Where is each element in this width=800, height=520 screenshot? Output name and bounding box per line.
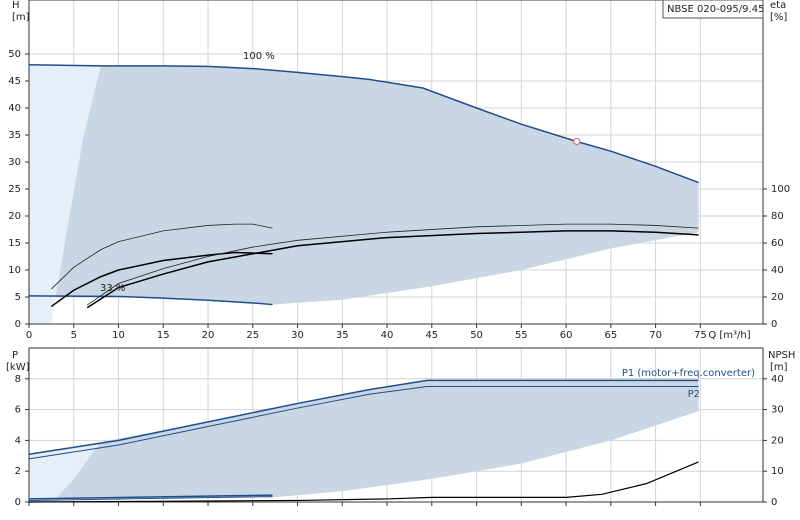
x-tick-label: 75 [694, 330, 707, 341]
y-tick-label: 6 [15, 405, 21, 416]
y2-tick-label: 100 [771, 184, 790, 195]
y-tick-label: 15 [8, 238, 21, 249]
y-axis-label: P [12, 350, 18, 361]
chart-title: NBSE 020-095/9.45 [667, 4, 764, 15]
y2-tick-label: 80 [771, 211, 784, 222]
y-tick-label: 10 [8, 265, 21, 276]
shaded-area [55, 65, 699, 305]
y-tick-label: 45 [8, 76, 21, 87]
curve [28, 494, 273, 500]
shaded-area [55, 380, 699, 499]
curve-label: P2 [688, 389, 700, 400]
y-axis-unit: [m] [12, 12, 30, 23]
y-tick-label: 8 [15, 374, 21, 385]
y2-tick-label: 20 [771, 292, 784, 303]
y-tick-label: 25 [8, 184, 21, 195]
curve [28, 496, 273, 501]
curve [28, 379, 699, 456]
y2-tick-label: 0 [771, 319, 777, 330]
curve [28, 64, 699, 184]
y-axis-unit: [kW] [6, 362, 30, 373]
x-tick-label: 10 [112, 330, 125, 341]
x-tick-label: 50 [470, 330, 483, 341]
y-tick-label: 0 [15, 497, 21, 508]
x-tick-label: 0 [26, 330, 32, 341]
x-tick-label: 25 [246, 330, 259, 341]
curve [28, 386, 699, 460]
y2-tick-label: 0 [771, 497, 777, 508]
curve [51, 223, 273, 290]
x-tick-label: 30 [291, 330, 304, 341]
title-box [662, 0, 764, 19]
x-tick-label: 5 [71, 330, 77, 341]
x-tick-label: 60 [560, 330, 573, 341]
curve [28, 461, 699, 503]
x-tick-label: 65 [604, 330, 617, 341]
shaded-area [29, 64, 101, 325]
y-tick-label: 40 [8, 103, 21, 114]
y-tick-label: 30 [8, 157, 21, 168]
curve [86, 223, 699, 306]
y2-tick-label: 30 [771, 405, 784, 416]
y2-axis-unit: [%] [770, 12, 787, 23]
x-tick-label: 20 [202, 330, 215, 341]
x-tick-label: 40 [381, 330, 394, 341]
y-tick-label: 50 [8, 49, 21, 60]
shaded-area [29, 441, 101, 502]
curve [86, 230, 699, 309]
curve [50, 251, 273, 308]
x-tick-label: 55 [515, 330, 528, 341]
curve-label: P1 (motor+freq.converter) [622, 368, 755, 379]
x-tick-label: 15 [157, 330, 170, 341]
y-tick-label: 5 [15, 292, 21, 303]
y2-tick-label: 20 [771, 435, 784, 446]
y2-axis-label: eta [770, 0, 786, 11]
annotation: 100 % [243, 51, 275, 62]
y2-tick-label: 40 [771, 265, 784, 276]
x-tick-label: 70 [649, 330, 662, 341]
annotation: 33 % [100, 283, 125, 294]
y2-tick-label: 40 [771, 374, 784, 385]
y-tick-label: 35 [8, 130, 21, 141]
y-axis-label: H [12, 0, 20, 11]
y2-axis-unit: [m] [770, 362, 788, 373]
x-tick-label: 45 [425, 330, 438, 341]
y2-axis-label: NPSH [768, 350, 795, 361]
plot-frame [28, 347, 764, 503]
y2-tick-label: 10 [771, 466, 784, 477]
y-tick-label: 4 [15, 435, 21, 446]
x-axis-label: Q [m³/h] [708, 330, 750, 341]
y-tick-label: 20 [8, 211, 21, 222]
y2-tick-label: 60 [771, 238, 784, 249]
y-tick-label: 2 [15, 466, 21, 477]
y-tick-label: 0 [15, 319, 21, 330]
duty-point [573, 137, 581, 145]
x-tick-label: 35 [336, 330, 349, 341]
